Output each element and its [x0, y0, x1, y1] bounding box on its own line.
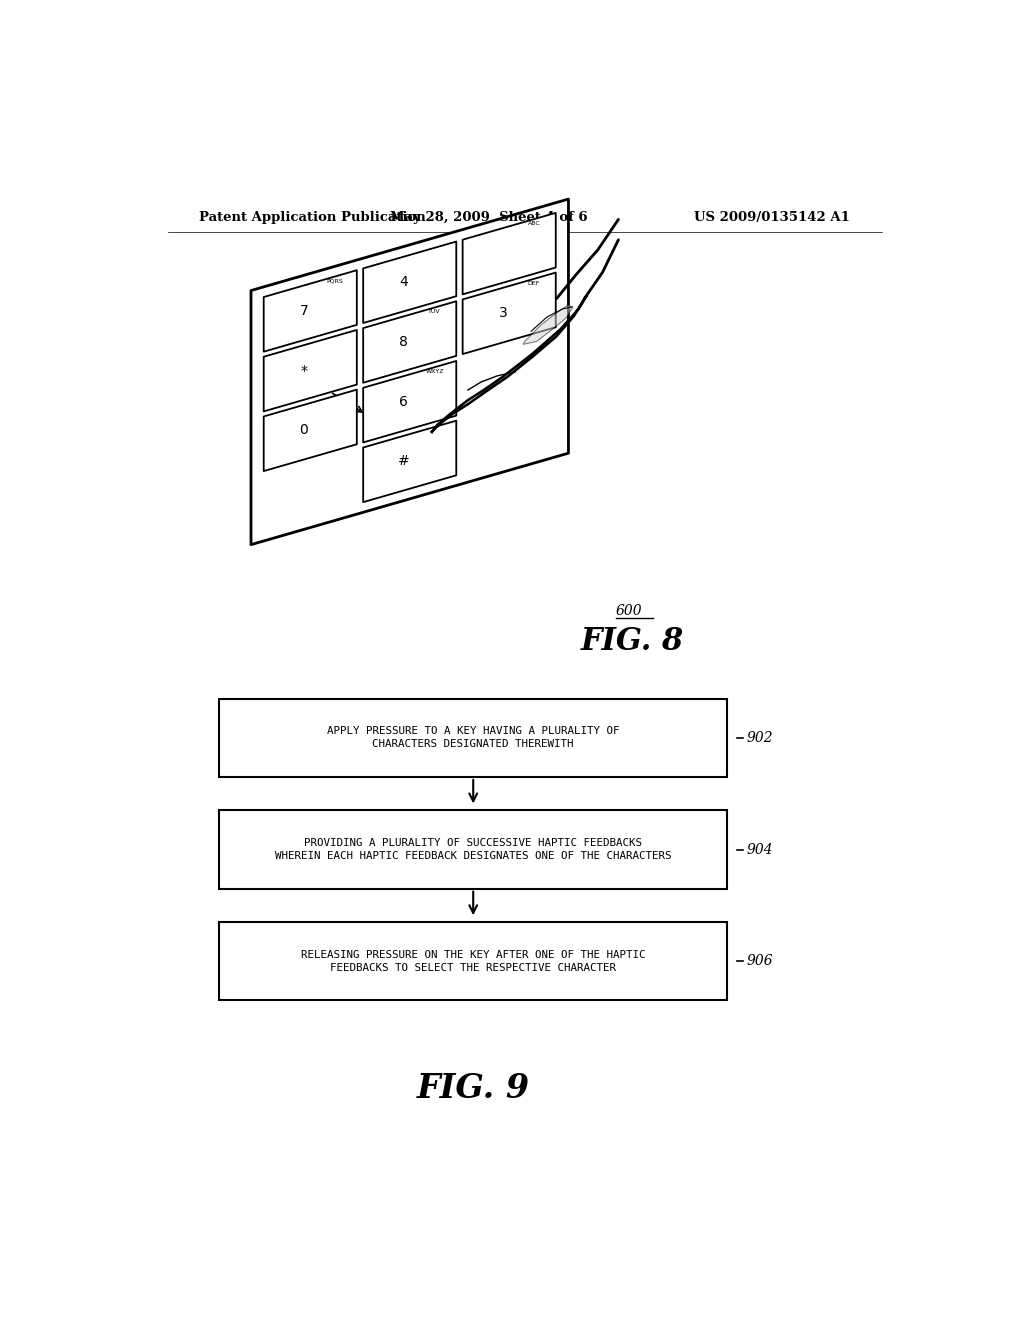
Text: 6: 6 [399, 395, 408, 409]
Text: May 28, 2009  Sheet 4 of 6: May 28, 2009 Sheet 4 of 6 [390, 211, 588, 224]
Text: 902: 902 [746, 731, 773, 744]
Text: 600: 600 [616, 603, 643, 618]
Polygon shape [264, 271, 356, 351]
FancyBboxPatch shape [219, 923, 727, 1001]
Polygon shape [251, 199, 568, 545]
FancyBboxPatch shape [219, 698, 727, 777]
Text: 906: 906 [746, 954, 773, 969]
Text: 3: 3 [499, 306, 507, 321]
Text: 4: 4 [399, 276, 408, 289]
Polygon shape [431, 296, 587, 433]
Text: Patent Application Publication: Patent Application Publication [200, 211, 426, 224]
Text: FIG. 9: FIG. 9 [417, 1072, 529, 1105]
Text: #: # [397, 454, 410, 469]
Polygon shape [364, 421, 457, 502]
Polygon shape [463, 213, 556, 294]
Polygon shape [463, 273, 556, 354]
Text: WXYZ: WXYZ [425, 370, 443, 374]
Polygon shape [364, 301, 457, 383]
Polygon shape [264, 330, 356, 412]
FancyBboxPatch shape [219, 810, 727, 888]
Text: ABC: ABC [527, 220, 541, 226]
Text: US 2009/0135142 A1: US 2009/0135142 A1 [694, 211, 850, 224]
Text: RELEASING PRESSURE ON THE KEY AFTER ONE OF THE HAPTIC
FEEDBACKS TO SELECT THE RE: RELEASING PRESSURE ON THE KEY AFTER ONE … [301, 950, 645, 973]
Text: TUV: TUV [428, 309, 441, 314]
Text: *: * [300, 363, 307, 378]
Text: PQRS: PQRS [327, 279, 343, 284]
Text: 904: 904 [746, 842, 773, 857]
Polygon shape [523, 305, 572, 345]
Polygon shape [364, 360, 457, 442]
Text: DEF: DEF [527, 281, 541, 285]
Text: PROVIDING A PLURALITY OF SUCCESSIVE HAPTIC FEEDBACKS
WHEREIN EACH HAPTIC FEEDBAC: PROVIDING A PLURALITY OF SUCCESSIVE HAPT… [275, 838, 672, 861]
Text: 114: 114 [301, 375, 362, 412]
Text: FIG. 8: FIG. 8 [581, 626, 684, 656]
Text: 0: 0 [300, 424, 308, 437]
Text: 8: 8 [399, 335, 408, 348]
Text: 7: 7 [300, 304, 308, 318]
Polygon shape [264, 389, 356, 471]
Polygon shape [364, 242, 457, 323]
Text: APPLY PRESSURE TO A KEY HAVING A PLURALITY OF
CHARACTERS DESIGNATED THEREWITH: APPLY PRESSURE TO A KEY HAVING A PLURALI… [327, 726, 620, 750]
